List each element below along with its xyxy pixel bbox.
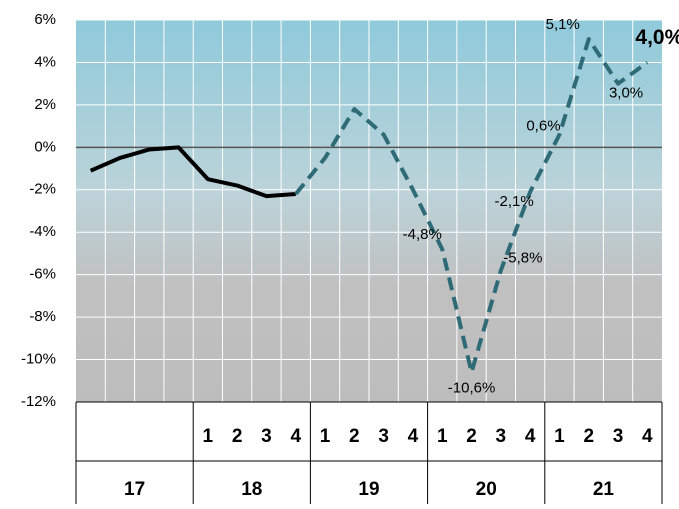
year-label: 20: [476, 479, 497, 500]
x-tick-label: 1: [554, 426, 565, 447]
x-tick-label: 1: [320, 426, 331, 447]
x-tick-label: 4: [642, 426, 653, 447]
x-tick-label: 2: [232, 426, 243, 447]
y-tick-label: 4%: [34, 53, 56, 70]
x-tick-label: 4: [408, 426, 419, 447]
data-label: 4,0%: [635, 26, 679, 49]
x-tick-label: 1: [203, 426, 214, 447]
x-tick-label: 3: [613, 426, 624, 447]
x-tick-label: 3: [496, 426, 507, 447]
data-label: 3,0%: [609, 85, 643, 102]
year-label: 17: [124, 479, 145, 500]
y-tick-label: -2%: [29, 181, 56, 198]
y-tick-label: 2%: [34, 96, 56, 113]
y-tick-label: -4%: [29, 223, 56, 240]
data-label: -4,8%: [403, 226, 442, 243]
x-tick-label: 2: [349, 426, 360, 447]
y-tick-label: 6%: [34, 11, 56, 28]
data-label: -5,8%: [503, 249, 542, 266]
year-label: 18: [241, 479, 262, 500]
series-line: [294, 37, 649, 375]
x-tick-label: 4: [290, 426, 301, 447]
y-tick-label: -10%: [21, 351, 56, 368]
x-tick-label: 4: [525, 426, 536, 447]
y-tick-label: -6%: [29, 266, 56, 283]
data-label: -2,1%: [495, 193, 534, 210]
x-tick-label: 1: [437, 426, 448, 447]
data-label: 5,1%: [546, 16, 580, 33]
series-line: [89, 145, 296, 199]
data-label: 0,6%: [526, 118, 560, 135]
x-tick-label: 2: [466, 426, 477, 447]
x-tick-label: 2: [583, 426, 594, 447]
data-label: -10,6%: [448, 379, 496, 396]
x-tick-label: 3: [378, 426, 389, 447]
y-tick-label: -8%: [29, 308, 56, 325]
x-tick-label: 3: [261, 426, 272, 447]
year-label: 21: [593, 479, 615, 500]
y-tick-label: -12%: [21, 393, 56, 410]
year-label: 19: [358, 479, 379, 500]
y-tick-label: 0%: [34, 138, 56, 155]
